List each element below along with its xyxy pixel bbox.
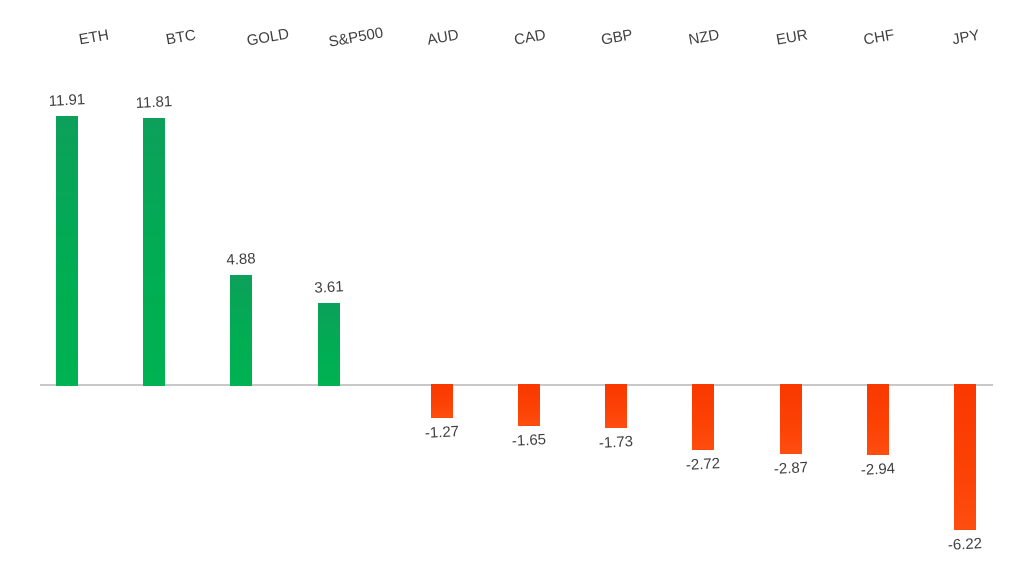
- negative-bar: [779, 384, 802, 454]
- value-label: 11.81: [135, 93, 173, 112]
- x-axis-line: [40, 384, 993, 386]
- value-label: 11.91: [48, 91, 86, 110]
- negative-bar: [866, 384, 889, 455]
- value-label: -1.73: [598, 433, 634, 452]
- positive-bar: [56, 116, 78, 386]
- negative-bar: [692, 384, 715, 450]
- positive-bar: [317, 303, 340, 386]
- value-label: -6.22: [947, 535, 983, 554]
- value-label: 3.61: [313, 278, 344, 297]
- value-label: -2.87: [773, 459, 809, 478]
- negative-bar: [430, 384, 453, 418]
- value-label: 4.88: [226, 250, 257, 269]
- negative-bar: [605, 384, 628, 428]
- value-label: -1.65: [511, 431, 547, 450]
- positive-bar: [143, 118, 166, 386]
- value-label: -2.72: [685, 455, 721, 474]
- value-label: -1.27: [424, 423, 460, 442]
- negative-bar: [954, 384, 976, 530]
- positive-bar: [230, 275, 253, 386]
- negative-bar: [518, 384, 540, 426]
- value-label: -2.94: [860, 460, 896, 479]
